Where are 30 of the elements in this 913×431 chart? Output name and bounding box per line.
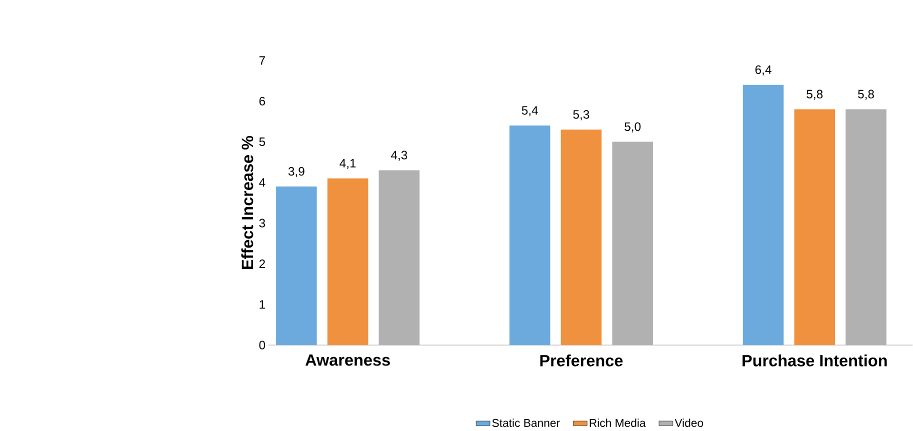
data-label: 5,0 [624,122,641,132]
bar [794,109,836,345]
legend-label: Static Banner [492,418,560,427]
legend-label: Video [674,418,704,427]
data-label: 5,8 [858,90,874,100]
bar [742,84,784,345]
x-tick-label: Awareness [305,354,390,366]
data-label: 4,3 [390,150,408,161]
x-tick-label: Purchase Intention [742,354,887,366]
data-label: 5,3 [573,110,590,120]
data-label: 5,8 [806,90,823,100]
bar [560,129,602,345]
y-axis-title: Effect Increase % [241,136,254,269]
y-tick-label: 2 [259,259,265,268]
x-tick-label: Preference [540,354,623,366]
data-label: 6,4 [755,65,772,76]
y-tick-label: 7 [259,56,265,65]
y-tick-label: 5 [259,137,266,146]
y-tick-label: 1 [260,300,265,308]
data-label: 4,1 [340,158,356,169]
y-tick-label: 4 [259,178,266,186]
y-tick-label: 6 [259,96,266,106]
y-tick-label: 0 [259,340,266,350]
bar [509,125,550,345]
y-tick-label: 3 [259,218,266,228]
data-label: 3,9 [288,166,304,177]
legend-label: Rich Media [590,418,646,427]
bar [327,178,368,345]
data-label: 5,4 [522,106,538,116]
bar [276,186,317,345]
